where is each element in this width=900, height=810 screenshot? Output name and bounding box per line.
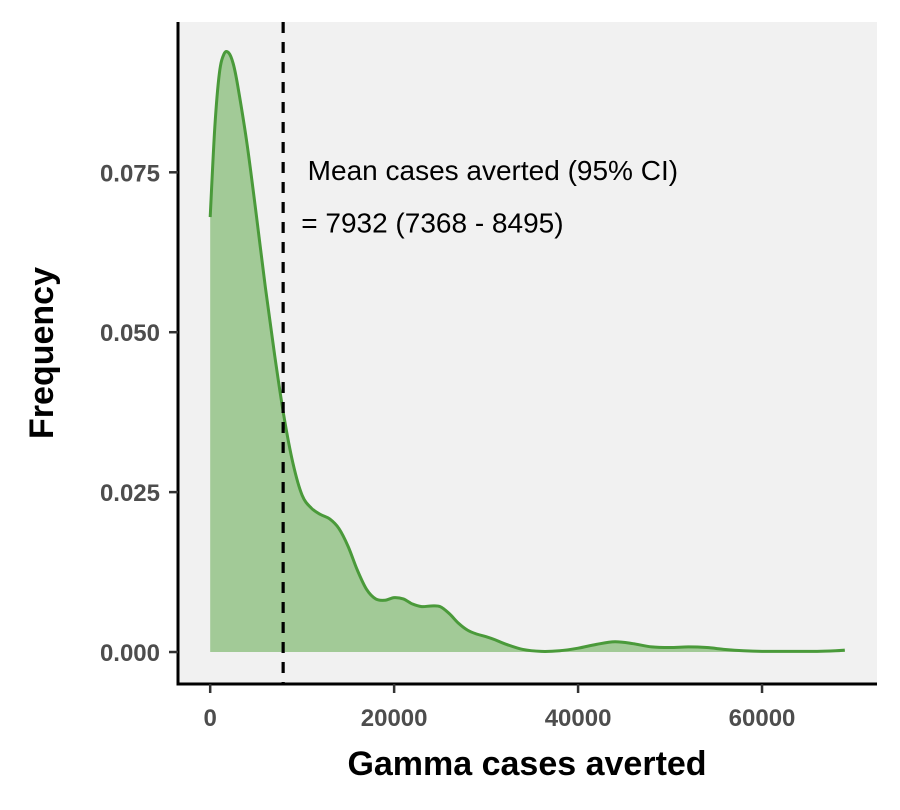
x-tick-label: 60000 (729, 705, 796, 732)
x-tick-label: 40000 (545, 705, 612, 732)
y-tick-label: 0.075 (100, 160, 160, 187)
y-tick-label: 0.050 (100, 320, 160, 347)
y-tick-label: 0.000 (100, 640, 160, 667)
x-tick-label: 20000 (361, 705, 428, 732)
density-area-0 (210, 51, 845, 653)
annotation-1: = 7932 (7368 - 8495) (301, 207, 563, 238)
y-tick-label: 0.025 (100, 480, 160, 507)
y-axis-title: Frequency (23, 267, 61, 439)
density-line-0 (208, 49, 845, 653)
x-tick-label: 0 (204, 705, 217, 732)
x-axis-title: Gamma cases averted (347, 745, 706, 783)
annotation-0: Mean cases averted (95% CI) (308, 155, 678, 186)
